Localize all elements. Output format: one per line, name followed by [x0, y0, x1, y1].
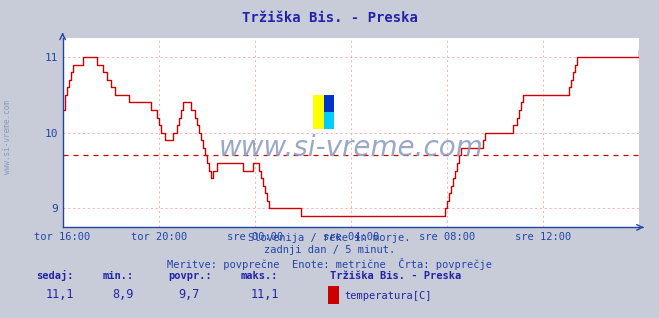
Bar	[324, 95, 333, 112]
Text: zadnji dan / 5 minut.: zadnji dan / 5 minut.	[264, 245, 395, 255]
Text: Slovenija / reke in morje.: Slovenija / reke in morje.	[248, 233, 411, 243]
Text: Tržiška Bis. - Preska: Tržiška Bis. - Preska	[330, 272, 461, 281]
Text: temperatura[C]: temperatura[C]	[344, 291, 432, 301]
Text: 8,9: 8,9	[112, 287, 133, 301]
Bar	[324, 112, 333, 129]
Text: www.si-vreme.com: www.si-vreme.com	[219, 134, 483, 162]
Text: www.si-vreme.com: www.si-vreme.com	[3, 100, 13, 174]
Bar	[314, 95, 324, 129]
Text: povpr.:: povpr.:	[168, 272, 212, 281]
Text: 11,1: 11,1	[46, 287, 74, 301]
Text: sedaj:: sedaj:	[36, 270, 74, 281]
Text: 11,1: 11,1	[250, 287, 279, 301]
Text: min.:: min.:	[102, 272, 133, 281]
Text: 9,7: 9,7	[178, 287, 199, 301]
Text: Tržiška Bis. - Preska: Tržiška Bis. - Preska	[242, 11, 417, 25]
Text: maks.:: maks.:	[241, 272, 278, 281]
Text: Meritve: povprečne  Enote: metrične  Črta: povprečje: Meritve: povprečne Enote: metrične Črta:…	[167, 258, 492, 270]
